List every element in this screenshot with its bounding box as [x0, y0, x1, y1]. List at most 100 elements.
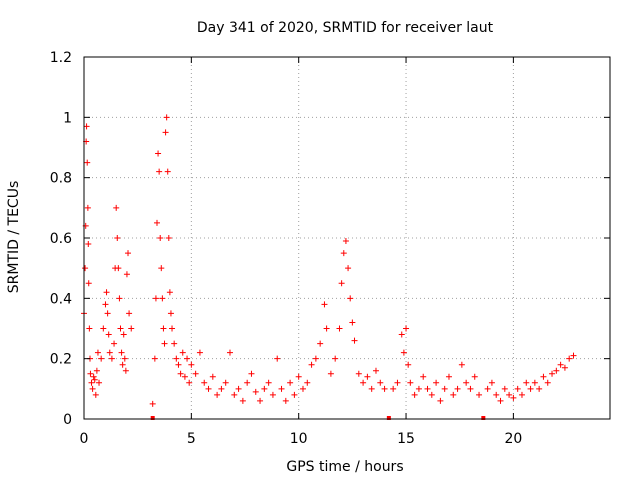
data-point [105, 331, 112, 338]
y-tick-label: 1 [63, 110, 72, 126]
data-point [476, 391, 483, 398]
data-point [506, 391, 513, 398]
data-point [278, 385, 285, 392]
data-point [445, 373, 452, 380]
y-tick-label: 0 [63, 412, 72, 428]
data-point [527, 385, 534, 392]
data-point [87, 370, 94, 377]
data-point [100, 325, 107, 332]
data-point [536, 385, 543, 392]
data-point [85, 241, 92, 248]
data-point [192, 370, 199, 377]
data-point [126, 310, 133, 317]
data-point [428, 391, 435, 398]
data-point [156, 168, 163, 175]
data-point [108, 355, 115, 362]
data-point [308, 361, 315, 368]
data-point [186, 379, 193, 386]
data-point [463, 379, 470, 386]
data-point [201, 379, 208, 386]
data-point [398, 331, 405, 338]
data-point [497, 397, 504, 404]
data-point [347, 295, 354, 302]
data-point [159, 295, 166, 302]
data-point [106, 349, 113, 356]
data-point [93, 367, 100, 374]
data-point [514, 385, 521, 392]
data-point [162, 129, 169, 136]
y-tick-label: 0.4 [50, 291, 72, 307]
data-point [355, 370, 362, 377]
data-point [433, 379, 440, 386]
data-point [122, 367, 129, 374]
data-point [165, 235, 172, 241]
data-point [163, 114, 170, 121]
data-point [177, 370, 184, 377]
data-point [125, 250, 132, 257]
data-point [291, 391, 298, 398]
data-point [119, 361, 126, 368]
data-point [149, 400, 156, 407]
data-point [287, 379, 294, 386]
data-point [415, 385, 422, 392]
data-point [360, 379, 367, 386]
data-point [158, 265, 165, 272]
y-tick-label: 0.6 [50, 231, 72, 247]
data-point [342, 238, 349, 245]
data-point [261, 385, 268, 392]
data-point [196, 349, 203, 356]
x-tick-label: 15 [397, 431, 415, 447]
axis-ticks: 0 0.2 0.4 0.6 0.8 1 1.2 0 5 10 15 20 [50, 50, 610, 447]
data-point [214, 391, 221, 398]
data-point [265, 379, 272, 386]
data-point [407, 379, 414, 386]
data-point [484, 385, 491, 392]
data-point [274, 355, 281, 362]
data-point [164, 168, 171, 175]
data-point [88, 379, 95, 386]
data-point [123, 271, 130, 278]
data-point [175, 361, 182, 368]
data-point [160, 325, 167, 332]
data-point [394, 379, 401, 386]
data-point [377, 379, 384, 386]
data-point [118, 349, 125, 356]
data-point [488, 379, 495, 386]
data-point [84, 204, 91, 211]
data-point [222, 379, 229, 386]
data-point [181, 373, 188, 380]
data-point [510, 394, 517, 401]
data-point [96, 379, 103, 386]
data-point [458, 361, 465, 368]
data-point [327, 370, 334, 377]
x-tick-label: 10 [290, 431, 308, 447]
data-point [454, 385, 461, 392]
data-point [252, 388, 259, 395]
data-point [349, 319, 356, 326]
data-point [120, 331, 127, 338]
data-point [405, 361, 412, 368]
data-point [121, 355, 128, 362]
data-point [304, 379, 311, 386]
y-tick-label: 0.2 [50, 352, 72, 368]
data-point [299, 385, 306, 392]
chart-title: Day 341 of 2020, SRMTID for receiver lau… [197, 20, 494, 36]
data-point [381, 385, 388, 392]
data-point [540, 373, 547, 380]
data-point [549, 370, 556, 377]
data-point [282, 397, 289, 404]
data-point [173, 355, 180, 362]
data-point [92, 391, 99, 398]
data-point [103, 289, 110, 296]
y-tick-label: 1.2 [50, 50, 72, 66]
data-point [151, 355, 158, 362]
data-point [257, 397, 264, 404]
data-point [420, 373, 427, 380]
data-point [82, 265, 89, 272]
data-point [155, 150, 162, 157]
data-point [115, 265, 122, 272]
data-point [226, 349, 233, 356]
data-point [323, 325, 330, 332]
data-point [317, 340, 324, 347]
